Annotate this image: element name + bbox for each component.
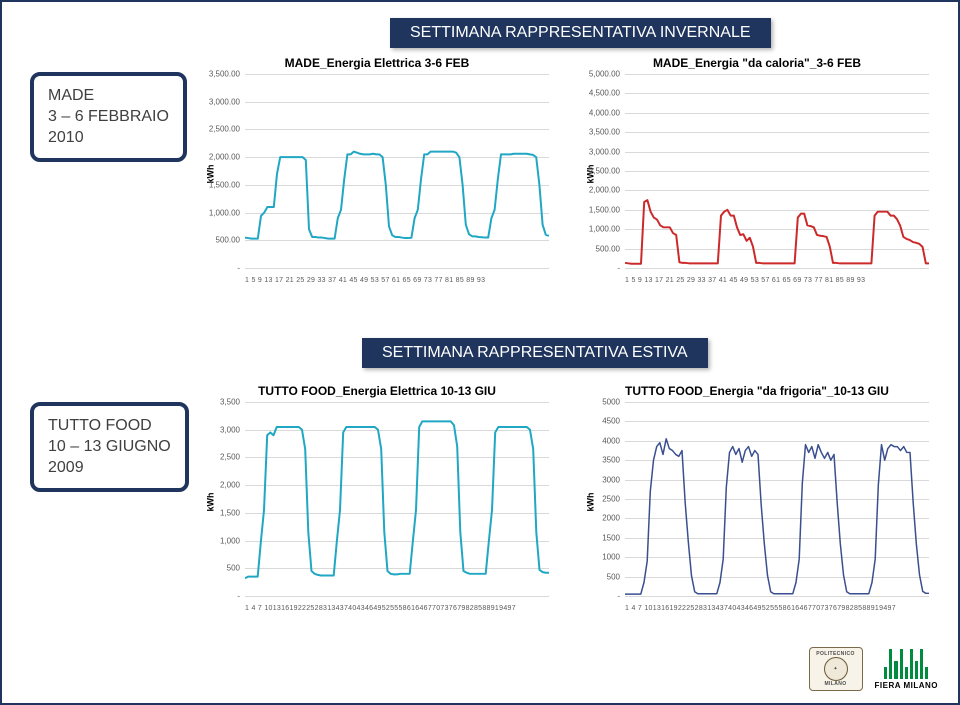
- y-tick-label: 3,500: [196, 398, 240, 407]
- chart-1-plot: -500.001,000.001,500.002,000.002,500.003…: [245, 74, 549, 269]
- chart-2: MADE_Energia "da caloria"_3-6 FEB kWh -5…: [577, 56, 937, 291]
- chart-2-title: MADE_Energia "da caloria"_3-6 FEB: [577, 56, 937, 70]
- y-tick-label: 1,500.00: [196, 180, 240, 189]
- y-tick-label: 1,000.00: [576, 225, 620, 234]
- trace-line: [245, 421, 549, 578]
- y-tick-label: 1,500.00: [576, 205, 620, 214]
- y-tick-label: 1,500: [196, 508, 240, 517]
- logo-fiera-text: FIERA MILANO: [875, 681, 938, 690]
- y-tick-label: 2,000.00: [576, 186, 620, 195]
- trace-svg: [625, 402, 929, 596]
- label-bottom-l2: 10 – 13 GIUGNO: [48, 437, 171, 458]
- trace-svg: [625, 74, 929, 268]
- chart-1: MADE_Energia Elettrica 3-6 FEB kWh -500.…: [197, 56, 557, 291]
- y-tick-label: 500.00: [196, 236, 240, 245]
- charts-top-row: MADE_Energia Elettrica 3-6 FEB kWh -500.…: [197, 56, 937, 291]
- y-tick-label: 2,500: [196, 453, 240, 462]
- chart-3: TUTTO FOOD_Energia Elettrica 10-13 GIU k…: [197, 384, 557, 619]
- trace-svg: [245, 402, 549, 596]
- y-tick-label: 2,000: [196, 481, 240, 490]
- trace-svg: [245, 74, 549, 268]
- gridline: [625, 268, 929, 269]
- x-tick-labels: 1 4 7 1013161922252831343740434649525558…: [245, 605, 549, 612]
- y-tick-label: 1000: [576, 553, 620, 562]
- label-bottom-l1: TUTTO FOOD: [48, 416, 171, 437]
- y-tick-label: 1,000: [196, 536, 240, 545]
- chart-4: TUTTO FOOD_Energia "da frigoria"_10-13 G…: [577, 384, 937, 619]
- y-tick-label: 4000: [576, 436, 620, 445]
- y-tick-label: 2,500.00: [576, 167, 620, 176]
- charts-bottom-row: TUTTO FOOD_Energia Elettrica 10-13 GIU k…: [197, 384, 937, 619]
- y-tick-label: -: [196, 264, 240, 273]
- y-tick-label: -: [576, 264, 620, 273]
- logo-poli-seal: ✦: [824, 657, 848, 681]
- y-tick-label: 3,500.00: [196, 70, 240, 79]
- y-tick-label: 3000: [576, 475, 620, 484]
- x-tick-labels: 1 5 9 13 17 21 25 29 33 37 41 45 49 53 5…: [625, 277, 929, 284]
- trace-line: [245, 152, 549, 239]
- y-tick-label: 1,000.00: [196, 208, 240, 217]
- gridline: [245, 596, 549, 597]
- banner-bottom: SETTIMANA RAPPRESENTATIVA ESTIVA: [362, 338, 708, 368]
- y-tick-label: 500: [576, 572, 620, 581]
- y-tick-label: -: [196, 592, 240, 601]
- y-tick-label: 500: [196, 564, 240, 573]
- y-tick-label: 5000: [576, 398, 620, 407]
- logo-poli-bot: MILANO: [824, 681, 846, 687]
- y-tick-label: 2,500.00: [196, 125, 240, 134]
- trace-line: [625, 439, 929, 594]
- gridline: [625, 596, 929, 597]
- y-tick-label: -: [576, 592, 620, 601]
- y-tick-label: 3,500.00: [576, 128, 620, 137]
- trace-line: [625, 200, 929, 264]
- label-top: MADE 3 – 6 FEBBRAIO 2010: [30, 72, 187, 162]
- label-top-l3: 2010: [48, 128, 169, 149]
- banner-bottom-text: SETTIMANA RAPPRESENTATIVA ESTIVA: [382, 344, 688, 361]
- chart-3-plot: -5001,0001,5002,0002,5003,0003,5001 4 7 …: [245, 402, 549, 597]
- logo-fiera-icon: [884, 649, 928, 679]
- y-tick-label: 1500: [576, 533, 620, 542]
- y-tick-label: 500.00: [576, 244, 620, 253]
- label-bottom-l3: 2009: [48, 458, 171, 479]
- label-top-l2: 3 – 6 FEBBRAIO: [48, 107, 169, 128]
- chart-1-title: MADE_Energia Elettrica 3-6 FEB: [197, 56, 557, 70]
- y-tick-label: 5,000.00: [576, 70, 620, 79]
- label-top-l1: MADE: [48, 86, 169, 107]
- y-tick-label: 2000: [576, 514, 620, 523]
- logos: POLITECNICO ✦ MILANO FIERA MILANO: [809, 647, 938, 691]
- y-tick-label: 3,000.00: [576, 147, 620, 156]
- gridline: [245, 268, 549, 269]
- y-tick-label: 4500: [576, 417, 620, 426]
- chart-4-plot: -500100015002000250030003500400045005000…: [625, 402, 929, 597]
- y-tick-label: 3500: [576, 456, 620, 465]
- label-bottom: TUTTO FOOD 10 – 13 GIUGNO 2009: [30, 402, 189, 492]
- y-tick-label: 4,000.00: [576, 108, 620, 117]
- y-tick-label: 3,000.00: [196, 97, 240, 106]
- banner-top-text: SETTIMANA RAPPRESENTATIVA INVERNALE: [410, 24, 751, 41]
- x-tick-labels: 1 4 7 1013161922252831343740434649525558…: [625, 605, 929, 612]
- y-tick-label: 3,000: [196, 425, 240, 434]
- y-tick-label: 2500: [576, 495, 620, 504]
- chart-3-title: TUTTO FOOD_Energia Elettrica 10-13 GIU: [197, 384, 557, 398]
- logo-fiera-milano: FIERA MILANO: [875, 649, 938, 690]
- logo-politecnico: POLITECNICO ✦ MILANO: [809, 647, 863, 691]
- x-tick-labels: 1 5 9 13 17 21 25 29 33 37 41 45 49 53 5…: [245, 277, 549, 284]
- banner-top: SETTIMANA RAPPRESENTATIVA INVERNALE: [390, 18, 771, 48]
- chart-2-plot: -500.001,000.001,500.002,000.002,500.003…: [625, 74, 929, 269]
- y-tick-label: 4,500.00: [576, 89, 620, 98]
- y-tick-label: 2,000.00: [196, 153, 240, 162]
- chart-4-title: TUTTO FOOD_Energia "da frigoria"_10-13 G…: [577, 384, 937, 398]
